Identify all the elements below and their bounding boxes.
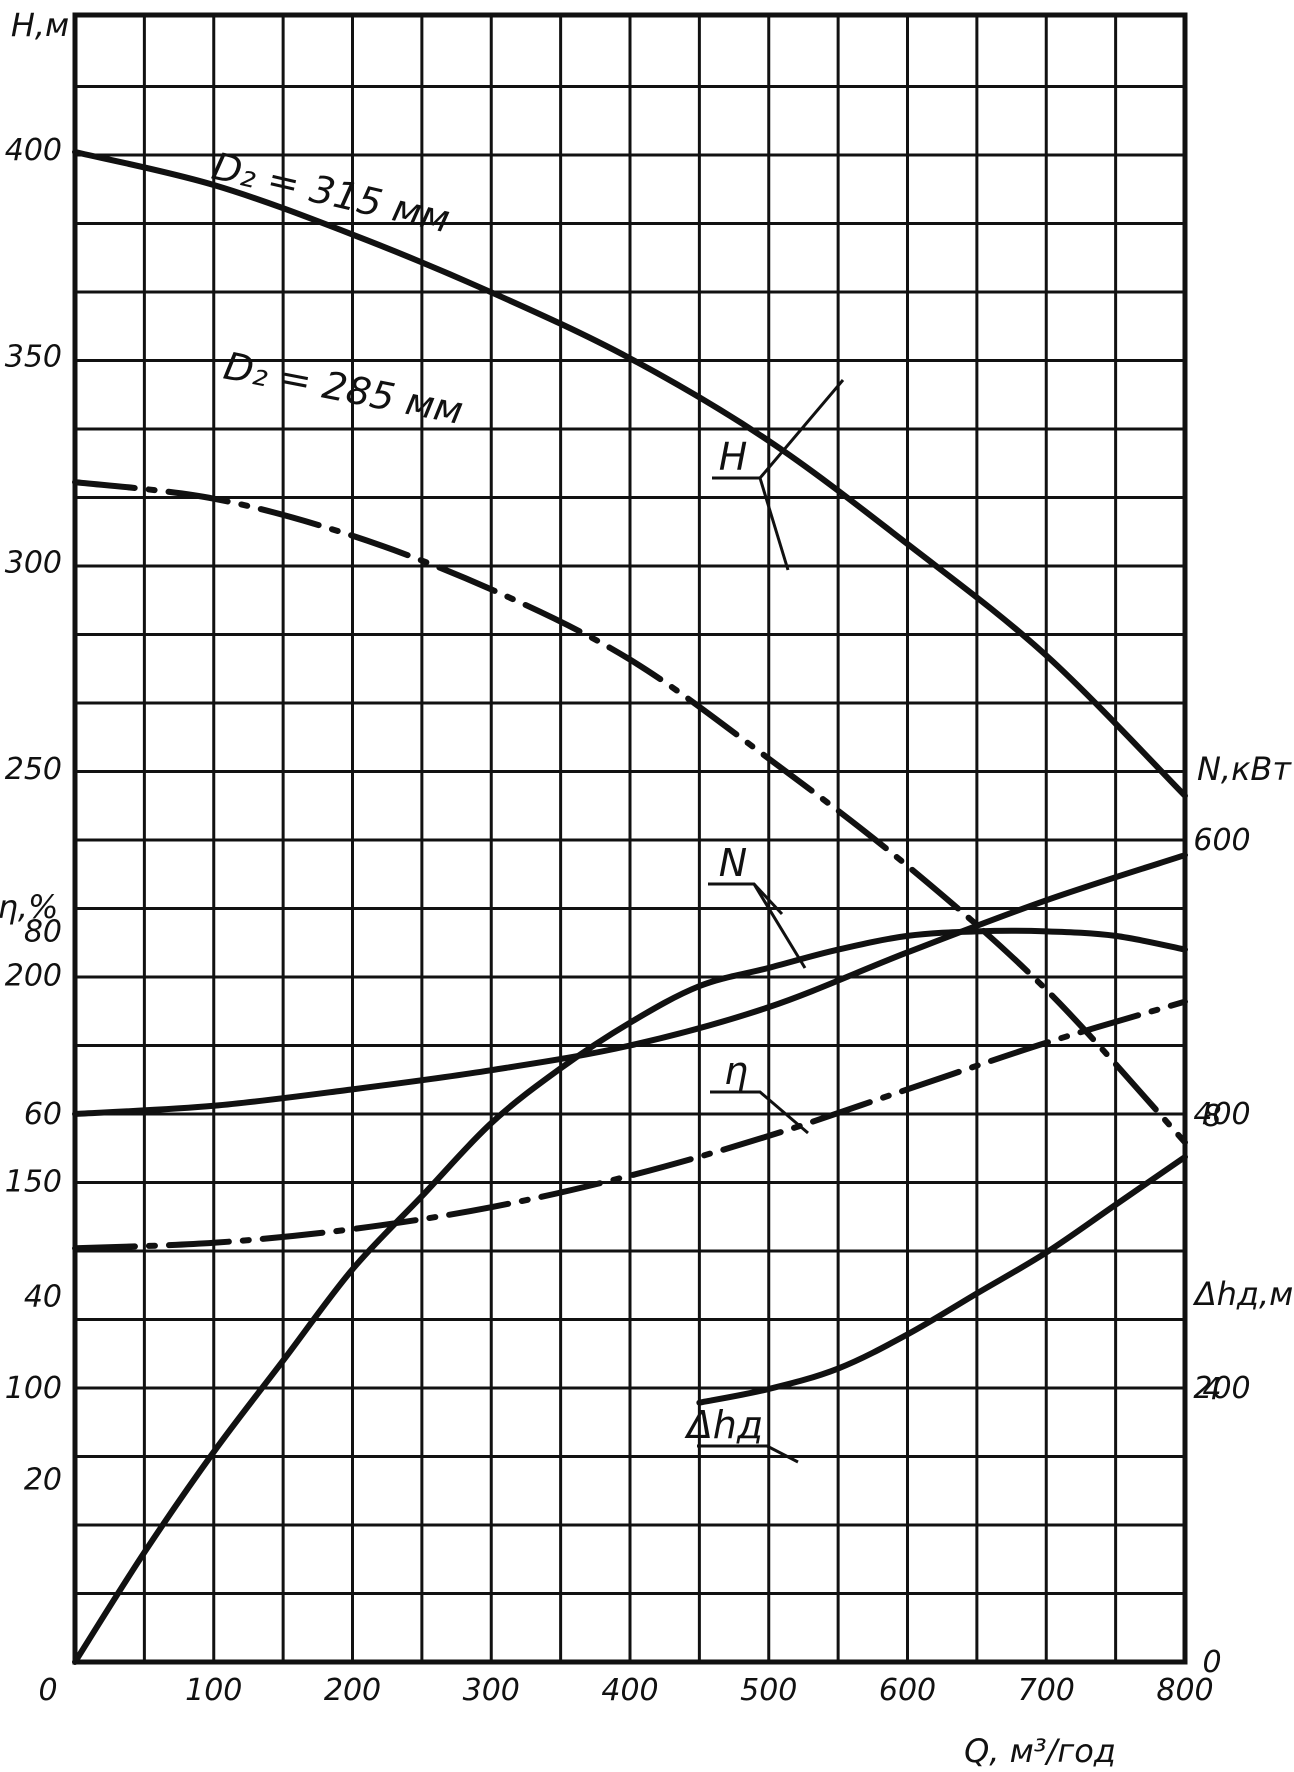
h-tick-label: 400	[5, 133, 62, 168]
h-tick-label: 200	[5, 958, 62, 993]
x-axis-title: Q, м³/год	[964, 1732, 1116, 1770]
h-tick-label: 350	[5, 339, 62, 374]
x-tick-label: 400	[601, 1673, 658, 1708]
leader-dh	[697, 1444, 799, 1464]
label-d285: D₂ = 285 мм	[220, 344, 466, 433]
h-axis-title: H,м	[11, 6, 69, 44]
x-tick-label: 100	[185, 1673, 242, 1708]
eta-tick-label: 60	[24, 1097, 62, 1132]
dh-axis-title: Δhд,м	[1192, 1275, 1294, 1313]
label-h: H	[719, 435, 748, 479]
plot-frame	[72, 12, 1188, 1665]
leader-lines	[697, 379, 845, 1464]
curves	[72, 149, 1188, 1665]
label-n: N	[719, 841, 747, 885]
dh-tick-label: 4	[1202, 1372, 1221, 1407]
leader-n-lower	[752, 883, 807, 969]
n-curve-dashdot	[72, 998, 1188, 1252]
x-tick-label: 800	[1156, 1673, 1213, 1708]
n-tick-label: 400	[1193, 1097, 1250, 1132]
x-tick-label: 300	[463, 1673, 520, 1708]
n-tick-label: 200	[1193, 1371, 1250, 1406]
label-eta: η	[724, 1049, 748, 1093]
leader-h-lower	[758, 477, 790, 571]
h-curve-d315	[72, 149, 1188, 799]
x-tick-label: 600	[879, 1673, 936, 1708]
eta-tick-label: 20	[24, 1462, 62, 1497]
x-tick-label: 700	[1018, 1673, 1075, 1708]
h-tick-label: 300	[5, 546, 62, 581]
h-curve-d285	[72, 479, 1188, 1146]
h-tick-label: 100	[5, 1371, 62, 1406]
n-curve-solid	[72, 852, 1188, 1117]
leader-eta	[710, 1090, 809, 1135]
h-tick-label: 250	[5, 752, 62, 787]
n-tick-label: 600	[1193, 823, 1250, 858]
h-tick-label: 150	[5, 1165, 62, 1200]
dh-tick-label: 0	[1202, 1645, 1221, 1680]
eta-tick-label: 80	[24, 914, 62, 949]
eta-tick-label: 40	[24, 1280, 62, 1315]
x-tick-label: 200	[324, 1673, 381, 1708]
x-tick-label: 500	[740, 1673, 797, 1708]
n-axis-title: N,кВт	[1197, 750, 1292, 788]
eta-curve	[72, 927, 1188, 1665]
label-dh: Δhд	[684, 1403, 763, 1447]
dh-curve	[696, 1153, 1188, 1406]
eta-axis-title: η,%	[0, 888, 58, 926]
x-origin-label: 0	[38, 1673, 57, 1708]
dh-tick-label: 8	[1202, 1099, 1221, 1134]
